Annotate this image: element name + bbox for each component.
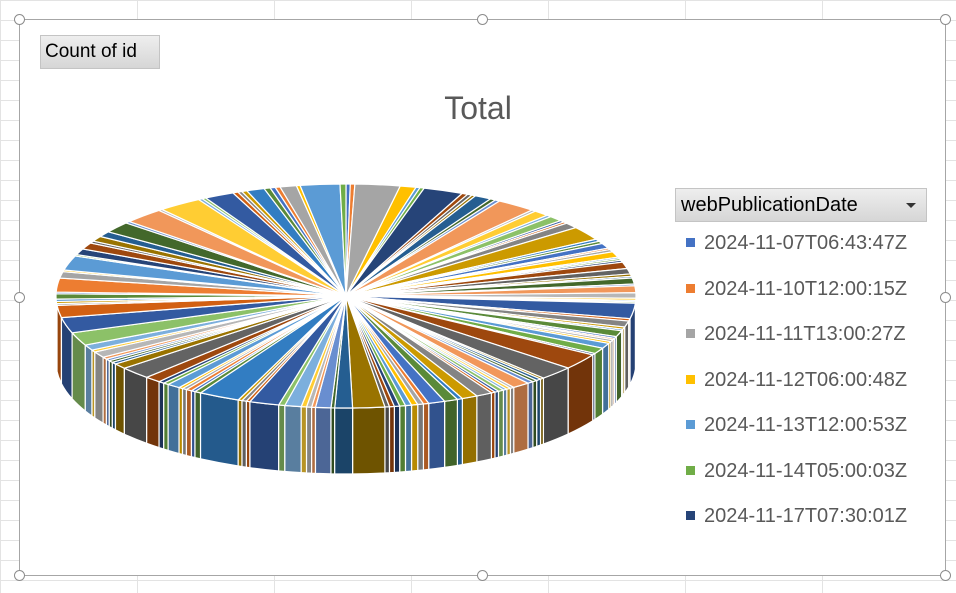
pie-slice[interactable] (339, 183, 347, 297)
legend-swatch (686, 420, 695, 429)
pie-slice-side[interactable] (601, 342, 610, 416)
chart-title: Total (444, 90, 512, 126)
pie-slice-side[interactable] (114, 362, 125, 436)
legend-label: 2024-11-10T12:00:15Z (704, 277, 908, 300)
legend-swatch (686, 374, 695, 384)
resize-handle-right[interactable] (940, 292, 951, 303)
pie-slice-side[interactable] (300, 406, 308, 474)
legend-label: 2024-11-12T06:00:48Z (704, 368, 908, 391)
pie-slice-side[interactable] (410, 403, 419, 472)
legend-field-label: webPublicationDate (681, 194, 858, 216)
pie-slice-side[interactable] (185, 388, 193, 458)
pie-slice-side[interactable] (241, 399, 248, 468)
legend-swatch (686, 238, 695, 247)
pie-slice-side[interactable] (393, 405, 401, 474)
resize-handle-bottom[interactable] (477, 570, 488, 581)
legend-swatch (686, 329, 695, 338)
pie-slice-side[interactable] (167, 383, 180, 455)
pie-slice-side[interactable] (284, 404, 302, 474)
legend-swatch (686, 465, 695, 475)
resize-handle-top-right[interactable] (940, 14, 951, 25)
pie-slice-side[interactable] (305, 406, 313, 474)
pie-slice-side[interactable] (163, 382, 169, 452)
pie-slice-side[interactable] (123, 367, 148, 445)
pie-slice-side[interactable] (527, 380, 534, 451)
legend-label: 2024-11-13T12:00:53Z (704, 414, 908, 436)
pie-slice-side[interactable] (615, 329, 623, 405)
pie-slice-side[interactable] (461, 395, 478, 466)
legend-label: 2024-11-07T06:43:47Z (704, 232, 908, 254)
pie-slice-side[interactable] (199, 392, 239, 467)
pie-slice-side[interactable] (542, 367, 569, 445)
pie-slice-side[interactable] (384, 406, 391, 474)
pie-slice-side[interactable] (417, 403, 425, 472)
pie-slice-side[interactable] (314, 406, 332, 475)
legend-label: 2024-11-17T07:30:01Z (704, 505, 908, 527)
pie-slice-side[interactable] (624, 318, 630, 395)
pie-slice-side[interactable] (158, 380, 165, 450)
pie-slice-side[interactable] (71, 331, 86, 413)
legend-label: 2024-11-14T05:00:03Z (704, 459, 908, 482)
pie-slice-side[interactable] (84, 343, 93, 418)
legend-label: 2024-11-11T13:00:27Z (704, 323, 906, 345)
pie-slice-side[interactable] (456, 397, 463, 467)
pie-slice-side[interactable] (388, 405, 395, 474)
pie-slice-side[interactable] (422, 402, 430, 471)
pie-slice-side[interactable] (351, 406, 386, 475)
pie-slice-side[interactable] (249, 400, 280, 472)
pie-slice-side[interactable] (146, 376, 160, 449)
legend-field-filter-button[interactable]: webPublicationDate (675, 188, 927, 222)
pie-slice-side[interactable] (444, 398, 458, 469)
resize-handle-bottom-right[interactable] (940, 570, 951, 581)
pie-slice-side[interactable] (94, 350, 104, 425)
pie-slice-side[interactable] (497, 389, 504, 459)
pie-slice-side[interactable] (594, 347, 604, 421)
resize-handle-left[interactable] (14, 292, 25, 303)
pie-slice-side[interactable] (513, 382, 529, 455)
values-field-button[interactable]: Count of id (40, 35, 160, 69)
resize-handle-top[interactable] (477, 14, 488, 25)
dropdown-arrow-icon[interactable] (906, 203, 916, 208)
legend-swatch (686, 511, 695, 520)
pie-slice-side[interactable] (194, 390, 202, 460)
pie-slice-side[interactable] (428, 400, 446, 471)
pie-slice-side[interactable] (334, 407, 354, 475)
resize-handle-bottom-left[interactable] (14, 570, 25, 581)
pie-slice-side[interactable] (278, 404, 286, 473)
pie-slice-side[interactable] (476, 392, 493, 463)
resize-handle-top-left[interactable] (14, 14, 25, 25)
pie-slice-side[interactable] (399, 404, 407, 473)
legend-swatch (686, 283, 695, 293)
pie-slice-side[interactable] (404, 404, 413, 473)
